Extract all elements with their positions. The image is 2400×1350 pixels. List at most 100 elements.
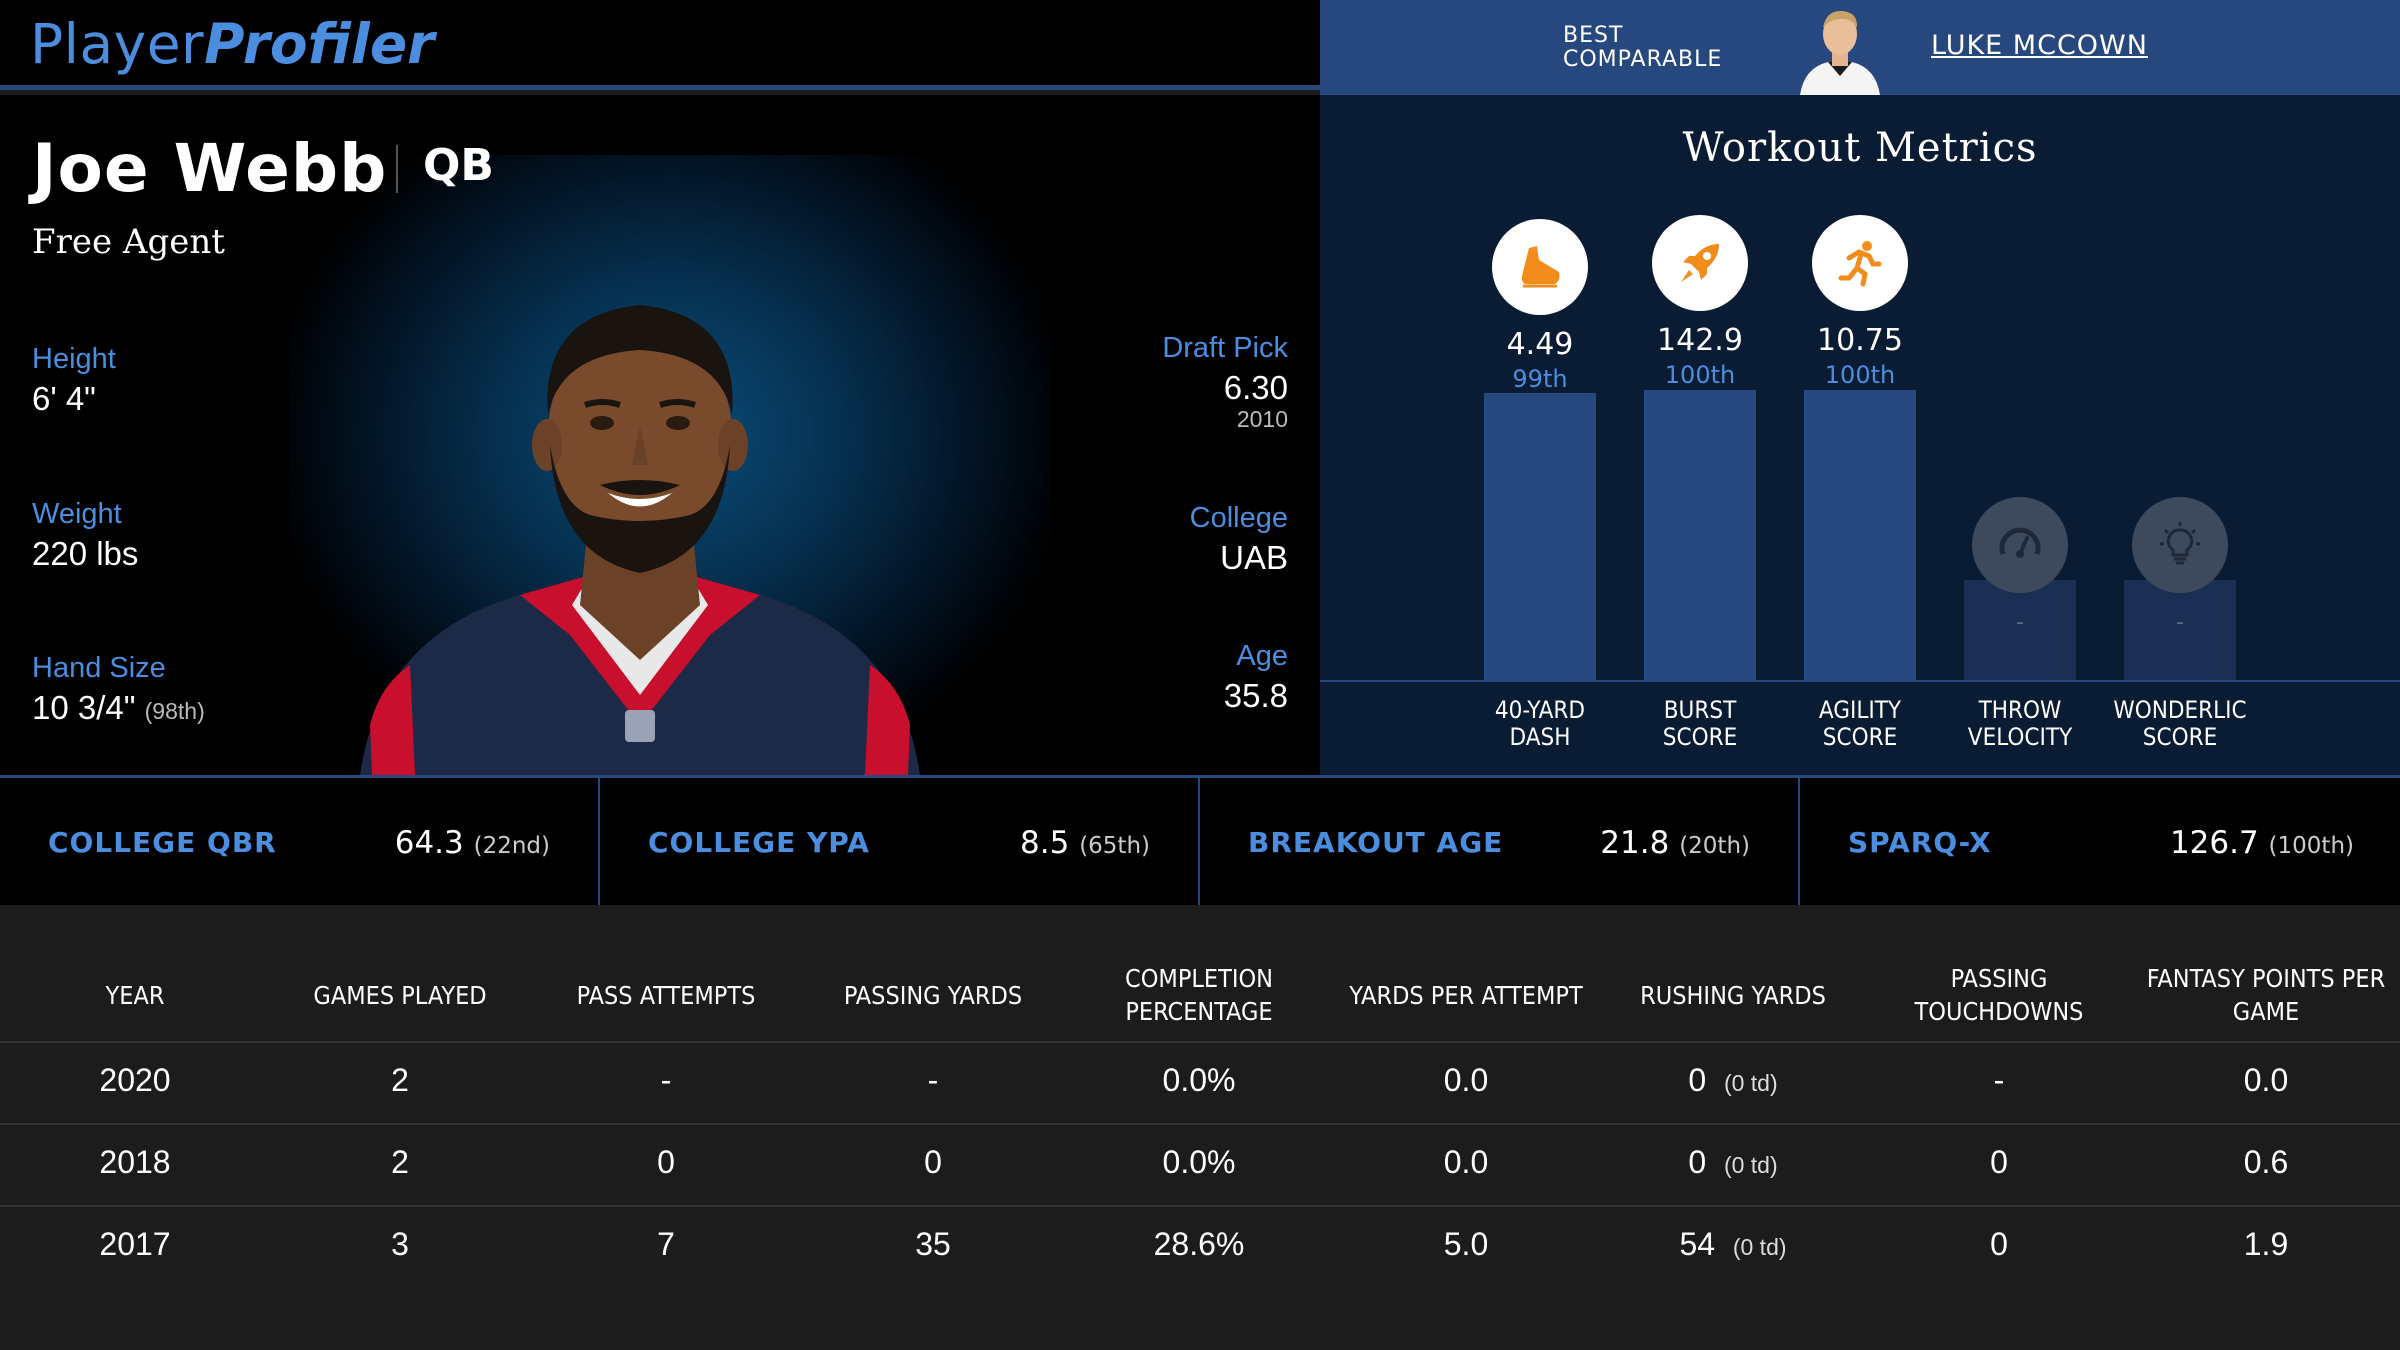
player-team: Free Agent	[32, 222, 225, 262]
cell-passing-yards: 0	[924, 1144, 942, 1180]
cell-ypa: 5.0	[1443, 1226, 1489, 1262]
column-header-completion-percentage[interactable]: COMPLETION PERCENTAGE	[1125, 964, 1273, 1026]
runner-icon	[1812, 215, 1908, 311]
cell-fantasy-ppg: 0.6	[2243, 1144, 2289, 1180]
stat-value: 21.8 (20th)	[1600, 825, 1750, 861]
column-header-pass-attempts[interactable]: PASS ATTEMPTS	[576, 980, 756, 1010]
cell-passing-td: 0	[1990, 1226, 2008, 1262]
draft-pick-label: Draft Pick	[1162, 332, 1288, 364]
column-header-games-played[interactable]: GAMES PLAYED	[313, 980, 487, 1010]
player-position: QB	[423, 140, 494, 191]
stat-percentile: (20th)	[1679, 833, 1750, 859]
stat-number: 64.3	[394, 825, 464, 861]
stat-number: 21.8	[1600, 825, 1670, 861]
bar-label-line-1: 40-YARD	[1494, 696, 1586, 724]
cell-year: 2020	[99, 1062, 171, 1098]
bar-label-line-1: WONDERLIC	[2113, 696, 2247, 724]
stat-divider	[598, 778, 600, 905]
bar-throw-velocity[interactable]	[1964, 580, 2076, 680]
comparable-avatar	[1790, 6, 1890, 95]
bar-value-burst-score: 142.9	[1657, 323, 1743, 358]
rushing-yards-number: 0	[1688, 1062, 1707, 1098]
bar-percentile-40-yard-dash: 99th	[1512, 365, 1568, 393]
player-card: Joe Webb QB Free Agent Height 6' 4" Weig…	[0, 95, 1320, 775]
bar-label-line-1: THROW	[1978, 696, 2062, 724]
stat-divider	[1798, 778, 1800, 905]
column-header-year[interactable]: YEAR	[105, 980, 165, 1010]
column-header-passing-yards[interactable]: PASSING YARDS	[843, 980, 1023, 1010]
weight-label: Weight	[32, 498, 122, 530]
workout-metrics-title: Workout Metrics	[1682, 125, 2038, 171]
cell-fantasy-ppg: 0.0	[2243, 1062, 2289, 1098]
stat-number: 126.7	[2169, 825, 2259, 861]
shoe-icon	[1492, 219, 1588, 315]
column-header-passing-touchdowns[interactable]: PASSING TOUCHDOWNS	[1914, 964, 2084, 1026]
cell-attempts: 7	[657, 1226, 675, 1262]
bar-label-line-2: SCORE	[2142, 723, 2218, 751]
bar-value-40-yard-dash: 4.49	[1506, 327, 1574, 362]
logo-text-profiler: Profiler	[204, 12, 435, 76]
bar-percentile-agility-score: 100th	[1824, 361, 1896, 389]
age-value: 35.8	[1223, 677, 1288, 714]
age-label: Age	[1236, 640, 1288, 672]
cell-rushing-yards: 54 (0 td)	[1600, 1226, 1866, 1263]
height-value: 6' 4"	[32, 380, 96, 417]
rushing-td: (0 td)	[1732, 1234, 1787, 1260]
rushing-yards-number: 0	[1688, 1144, 1707, 1180]
cell-attempts: -	[660, 1062, 672, 1098]
hand-size-number: 10 3/4"	[32, 689, 136, 726]
bar-value-agility-score: 10.75	[1817, 323, 1903, 358]
stat-number: 8.5	[1020, 825, 1070, 861]
bar-40-yard-dash[interactable]	[1484, 393, 1596, 680]
chart-baseline	[1320, 680, 2400, 682]
cell-year: 2017	[99, 1226, 171, 1262]
bar-label-line-2: SCORE	[1822, 723, 1898, 751]
player-name: Joe Webb	[32, 130, 388, 207]
college-label: College	[1189, 502, 1288, 534]
stat-percentile: (65th)	[1079, 833, 1150, 859]
bar-burst-score[interactable]	[1644, 390, 1756, 680]
best-comparable-player-link[interactable]: LUKE MCCOWN	[1931, 30, 2148, 61]
draft-pick-value: 6.30	[1223, 369, 1288, 406]
cell-games: 3	[391, 1226, 409, 1262]
bar-value-wonderlic-score: -	[2176, 610, 2184, 635]
cell-rushing-yards: 0 (0 td)	[1600, 1144, 1866, 1181]
stat-name: SPARQ-X	[1848, 826, 1992, 859]
site-header: PlayerProfiler	[0, 0, 1320, 90]
column-header-yards-per-attempt[interactable]: YARDS PER ATTEMPT	[1349, 980, 1583, 1010]
column-header-fantasy-points-per-game[interactable]: FANTASY POINTS PER GAME	[2146, 964, 2386, 1026]
name-divider	[396, 145, 398, 193]
cell-passing-td: -	[1993, 1062, 2005, 1098]
bar-label-wonderlic-score: WONDERLIC SCORE	[2100, 697, 2260, 751]
logo-text-player: Player	[30, 12, 205, 76]
hand-size-value: 10 3/4" (98th)	[32, 689, 205, 727]
bar-label-line-2: VELOCITY	[1967, 723, 2073, 751]
bar-label-throw-velocity: THROW VELOCITY	[1940, 697, 2100, 751]
best-comparable-banner: BEST COMPARABLE LUKE MCCOWN	[1320, 0, 2400, 95]
bar-label-agility-score: AGILITY SCORE	[1780, 697, 1940, 751]
stat-value: 8.5 (65th)	[1020, 825, 1150, 861]
advanced-stats-strip: COLLEGE QBR 64.3 (22nd) COLLEGE YPA 8.5 …	[0, 775, 2400, 905]
weight-value: 220 lbs	[32, 535, 139, 572]
column-header-rushing-yards[interactable]: RUSHING YARDS	[1640, 980, 1826, 1010]
bar-agility-score[interactable]	[1804, 390, 1916, 680]
stat-divider	[1198, 778, 1200, 905]
site-logo[interactable]: PlayerProfiler	[30, 14, 434, 74]
rocket-icon	[1652, 215, 1748, 311]
stat-name: COLLEGE YPA	[648, 826, 870, 859]
cell-fantasy-ppg: 1.9	[2243, 1226, 2289, 1262]
cell-games: 2	[391, 1062, 409, 1098]
best-comparable-label: BEST COMPARABLE	[1563, 23, 1723, 72]
stat-college-qbr: COLLEGE QBR 64.3 (22nd)	[0, 778, 600, 905]
draft-year: 2010	[1236, 406, 1288, 432]
cell-passing-yards: -	[927, 1062, 939, 1098]
bar-label-40-yard-dash: 40-YARD DASH	[1460, 697, 1620, 751]
stat-name: BREAKOUT AGE	[1248, 826, 1504, 859]
stat-percentile: (22nd)	[473, 833, 550, 859]
row-divider	[0, 1205, 2400, 1207]
bar-wonderlic-score[interactable]	[2124, 580, 2236, 680]
cell-ypa: 0.0	[1443, 1062, 1489, 1098]
cell-completion: 0.0%	[1162, 1062, 1236, 1098]
workout-metrics-panel: Workout Metrics 4.49 99th 142.9 100th 10…	[1320, 95, 2400, 775]
speedometer-icon	[1972, 497, 2068, 593]
